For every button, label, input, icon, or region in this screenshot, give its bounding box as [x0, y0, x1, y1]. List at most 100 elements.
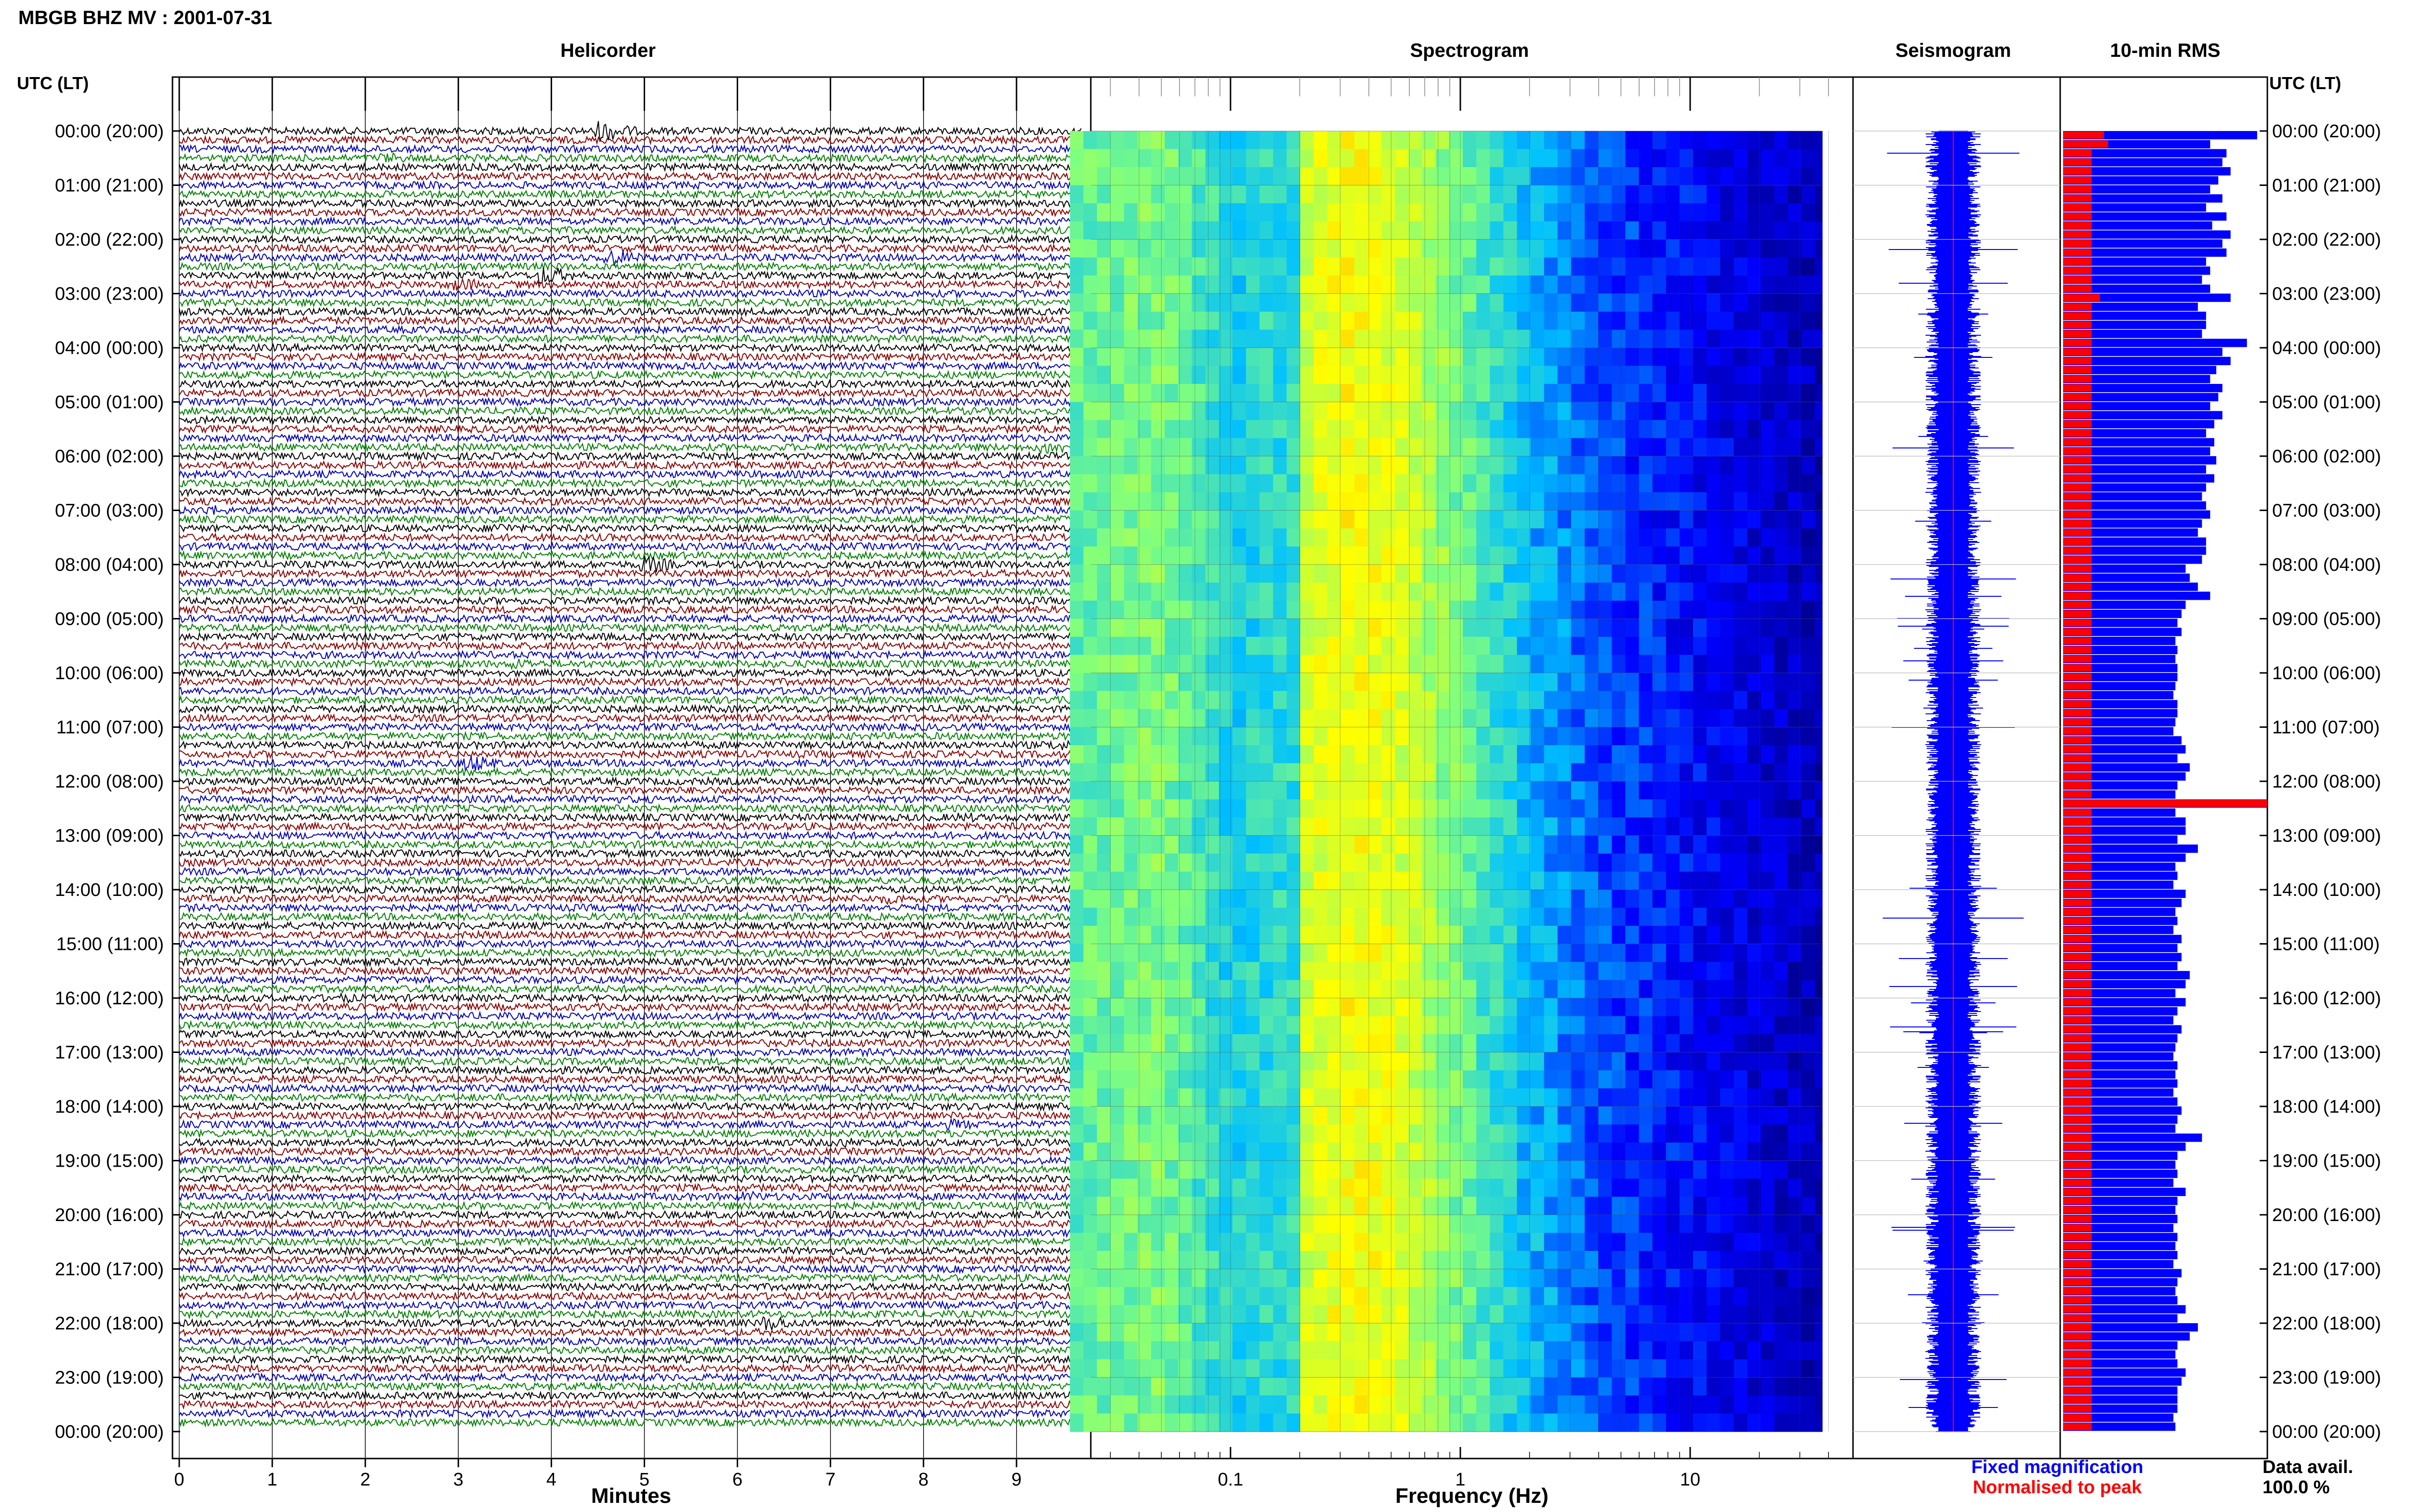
- spectrogram-cell: [1138, 655, 1152, 673]
- spectrogram-cell: [1517, 420, 1531, 439]
- spectrogram-cell: [1571, 1179, 1585, 1197]
- spectrogram-cell: [1625, 781, 1640, 800]
- spectrogram-cell: [1774, 1287, 1788, 1306]
- spectrogram-cell: [1734, 528, 1748, 547]
- spectrogram-cell: [1273, 1196, 1287, 1215]
- spectrogram-cell: [1340, 763, 1355, 782]
- spectrogram-cell: [1815, 655, 1823, 673]
- spectrogram-cell: [1422, 618, 1436, 637]
- spectrogram-cell: [1639, 348, 1653, 367]
- spectrogram-cell: [1232, 763, 1246, 782]
- spectrogram-cell: [1246, 402, 1260, 421]
- spectrogram-cell: [1666, 1016, 1680, 1035]
- spectrogram-cell: [1571, 727, 1585, 746]
- spectrogram-cell: [1639, 727, 1653, 746]
- spectrogram-cell: [1340, 601, 1355, 619]
- spectrogram-cell: [1083, 980, 1098, 999]
- spectrogram-cell: [1340, 944, 1355, 962]
- spectrogram-cell: [1178, 727, 1192, 746]
- spectrogram-cell: [1801, 312, 1815, 330]
- spectrogram-cell: [1381, 1413, 1396, 1432]
- spectrogram-cell: [1435, 366, 1450, 384]
- spectrogram-cell: [1679, 1160, 1694, 1179]
- spectrogram-cell: [1787, 456, 1802, 475]
- spectrogram-cell: [1408, 926, 1423, 945]
- spectrogram-cell: [1652, 438, 1667, 457]
- spectrogram-cell: [1218, 962, 1233, 981]
- spectrogram-cell: [1259, 1233, 1274, 1251]
- spectrogram-cell: [1300, 1106, 1314, 1125]
- spectrogram-cell: [1070, 1106, 1084, 1125]
- spectrogram-cell: [1476, 1377, 1490, 1396]
- spectrogram-cell: [1625, 799, 1640, 818]
- spectrogram-cell: [1110, 438, 1125, 457]
- spectrogram-cell: [1815, 1196, 1823, 1215]
- spectrogram-cell: [1273, 402, 1287, 421]
- spectrogram-cell: [1585, 962, 1599, 981]
- spectrogram-cell: [1449, 655, 1463, 673]
- spectrogram-cell: [1110, 384, 1125, 403]
- spectrogram-cell: [1693, 890, 1707, 908]
- spectrogram-cell: [1463, 546, 1477, 565]
- spectrogram-cell: [1395, 528, 1409, 547]
- spectrogram-cell: [1381, 276, 1396, 294]
- spectrogram-cell: [1612, 1088, 1626, 1107]
- spectrogram-cell: [1110, 763, 1125, 782]
- spectrogram-cell: [1625, 998, 1640, 1017]
- spectrogram-cell: [1693, 1413, 1707, 1432]
- helicorder-trace: [179, 1354, 1082, 1365]
- spectrogram-cell: [1544, 329, 1558, 348]
- spectrogram-cell: [1693, 998, 1707, 1017]
- spectrogram-cell: [1097, 492, 1111, 511]
- spectrogram-cell: [1138, 1124, 1152, 1143]
- spectrogram-cell: [1557, 601, 1572, 619]
- spectrogram-cell: [1110, 1395, 1125, 1414]
- spectrogram-cell: [1151, 510, 1165, 529]
- spectrogram-cell: [1815, 601, 1823, 619]
- spectrogram-cell: [1693, 673, 1707, 692]
- spectrogram-cell: [1259, 745, 1274, 764]
- spectrogram-cell: [1300, 1215, 1314, 1234]
- rms-normalised-bar: [2063, 493, 2092, 500]
- spectrogram-cell: [1801, 890, 1815, 908]
- spectrogram-cell: [1218, 601, 1233, 619]
- spectrogram-cell: [1585, 1359, 1599, 1378]
- spectrogram-cell: [1734, 835, 1748, 854]
- spectrogram-cell: [1246, 492, 1260, 511]
- spectrogram-cell: [1340, 980, 1355, 999]
- spectrogram-cell: [1571, 293, 1585, 312]
- spectrogram-cell: [1286, 1070, 1301, 1089]
- spectrogram-cell: [1191, 1196, 1206, 1215]
- spectrogram-cell: [1395, 565, 1409, 583]
- spectrogram-cell: [1815, 1070, 1823, 1089]
- spectrogram-cell: [1259, 1413, 1274, 1432]
- spectrogram-cell: [1259, 727, 1274, 746]
- spectrogram-cell: [1327, 1034, 1341, 1053]
- spectrogram-cell: [1354, 1269, 1368, 1288]
- spectrogram-cell: [1639, 492, 1653, 511]
- spectrogram-cell: [1151, 1413, 1165, 1432]
- spectrogram-cell: [1625, 276, 1640, 294]
- spectrogram-cell: [1408, 1251, 1423, 1270]
- spectrogram-cell: [1666, 1323, 1680, 1342]
- minute-tick-label: 3: [453, 1470, 463, 1490]
- spectrogram-cell: [1639, 1377, 1653, 1396]
- rms-normalised-bar: [2063, 357, 2092, 365]
- spectrogram-cell: [1707, 402, 1721, 421]
- spectrogram-cell: [1720, 890, 1734, 908]
- spectrogram-cell: [1476, 185, 1490, 204]
- spectrogram-cell: [1124, 257, 1138, 276]
- spectrogram-cell: [1435, 1395, 1450, 1414]
- rms-normalised-bar: [2063, 592, 2092, 600]
- spectrogram-cell: [1760, 1088, 1775, 1107]
- spectrogram-cell: [1327, 1323, 1341, 1342]
- spectrogram-cell: [1381, 1359, 1396, 1378]
- spectrogram-cell: [1679, 492, 1694, 511]
- spectrogram-cell: [1327, 276, 1341, 294]
- spectrogram-cell: [1530, 962, 1545, 981]
- spectrogram-cell: [1801, 854, 1815, 872]
- spectrogram-cell: [1232, 817, 1246, 836]
- spectrogram-cell: [1381, 257, 1396, 276]
- spectrogram-cell: [1205, 1413, 1219, 1432]
- rms-fixed-bar: [2063, 212, 2227, 221]
